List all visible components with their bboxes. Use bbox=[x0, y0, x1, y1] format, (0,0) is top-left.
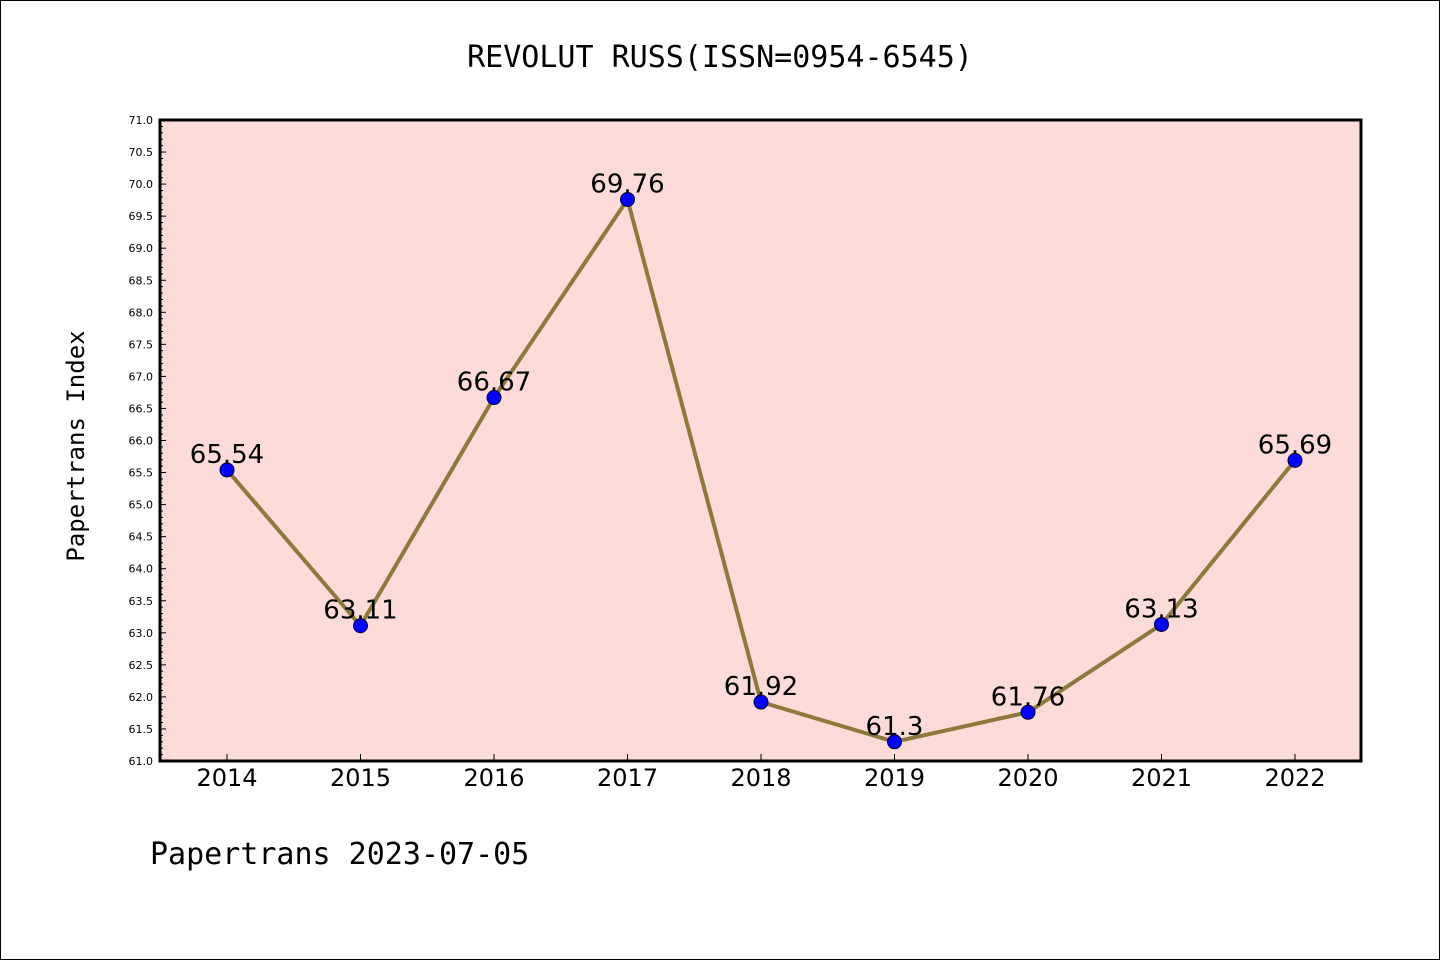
data-label: 61.3 bbox=[866, 712, 924, 742]
y-tick-label: 70.0 bbox=[129, 178, 154, 191]
x-tick-label: 2015 bbox=[330, 764, 391, 792]
data-label: 63.13 bbox=[1124, 594, 1198, 624]
footer-date: Papertrans 2023-07-05 bbox=[150, 837, 529, 872]
y-tick-label: 69.5 bbox=[129, 210, 154, 223]
y-tick-label: 62.0 bbox=[129, 691, 154, 704]
y-tick-label: 63.5 bbox=[129, 595, 154, 608]
y-tick-label: 61.0 bbox=[129, 755, 154, 768]
y-tick-label: 67.5 bbox=[129, 338, 154, 351]
data-label: 63.11 bbox=[323, 596, 397, 626]
x-tick-label: 2021 bbox=[1131, 764, 1192, 792]
data-label: 69.76 bbox=[590, 169, 664, 199]
y-axis-label: Papertrans Index bbox=[62, 330, 90, 561]
data-markers bbox=[219, 191, 1303, 750]
data-label: 61.92 bbox=[724, 672, 798, 702]
y-tick-label: 65.0 bbox=[129, 499, 154, 512]
data-label: 65.54 bbox=[190, 440, 264, 470]
y-tick-label: 65.5 bbox=[129, 467, 154, 480]
x-tick-label: 2022 bbox=[1264, 764, 1325, 792]
x-tick-label: 2020 bbox=[997, 764, 1058, 792]
data-labels: 65.54 63.11 66.67 69.76 61.92 61.3 61.76 63.13 6… bbox=[190, 169, 1332, 741]
y-tick-label: 68.0 bbox=[129, 306, 154, 319]
y-tick-label: 67.0 bbox=[129, 370, 154, 383]
data-point bbox=[753, 694, 769, 710]
y-tick-label: 63.0 bbox=[129, 627, 154, 640]
data-point bbox=[620, 191, 635, 207]
x-tick-label: 2014 bbox=[196, 764, 257, 792]
y-tick-label: 61.5 bbox=[129, 723, 154, 736]
data-point bbox=[353, 618, 368, 634]
chart-title: REVOLUT RUSS(ISSN=0954-6545) bbox=[467, 40, 973, 75]
y-tick-label: 68.5 bbox=[129, 274, 154, 287]
x-tick-label: 2017 bbox=[597, 764, 658, 792]
x-tick-label: 2018 bbox=[730, 764, 791, 792]
y-tick-label: 71.0 bbox=[129, 114, 154, 127]
y-tick-label: 70.5 bbox=[129, 146, 154, 159]
data-label: 66.67 bbox=[457, 368, 531, 398]
y-tick-label: 64.5 bbox=[129, 531, 154, 544]
y-axis: 61.0 61.5 62.0 62.5 63.0 63.5 64.0 64.5 65.0 65.5… bbox=[129, 114, 166, 768]
y-tick-label: 66.0 bbox=[129, 435, 154, 448]
data-point bbox=[1154, 616, 1169, 632]
data-point bbox=[887, 734, 902, 750]
x-axis: 2014 2015 2016 2017 2018 2019 2020 2021 2022 bbox=[196, 754, 1326, 792]
data-point bbox=[1287, 452, 1303, 468]
plot-area bbox=[160, 120, 1361, 761]
data-point bbox=[219, 462, 235, 478]
y-tick-label: 64.0 bbox=[129, 563, 154, 576]
data-label: 61.76 bbox=[991, 682, 1065, 712]
data-point bbox=[1020, 704, 1036, 720]
data-label: 65.69 bbox=[1258, 430, 1332, 460]
y-tick-label: 62.5 bbox=[129, 659, 154, 672]
y-tick-label: 69.0 bbox=[129, 242, 154, 255]
data-point bbox=[486, 390, 502, 406]
y-tick-label: 66.5 bbox=[129, 402, 154, 415]
x-tick-label: 2016 bbox=[463, 764, 524, 792]
plot-border bbox=[158, 118, 1363, 763]
x-tick-label: 2019 bbox=[864, 764, 925, 792]
